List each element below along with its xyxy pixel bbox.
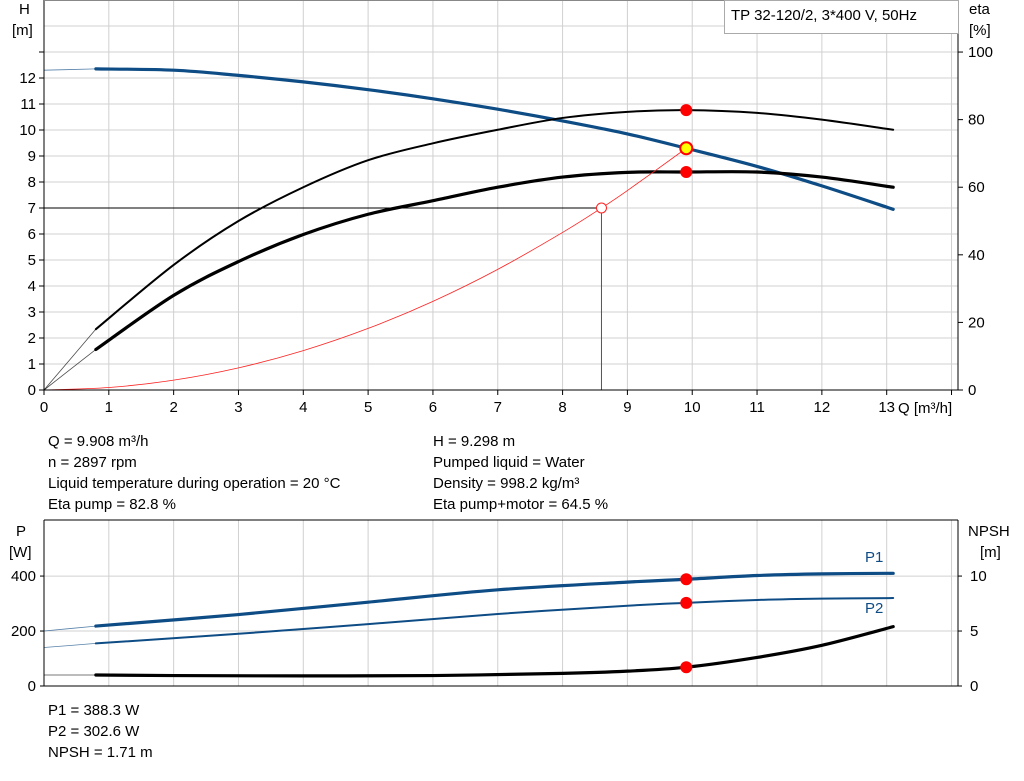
legend-title: TP 32-120/2, 3*400 V, 50Hz [731,7,917,24]
h-tick-label: 7 [28,200,36,217]
x-tick-label: 8 [558,399,566,416]
NPSH-curve [94,625,895,678]
p1-series-label: P1 [865,549,883,566]
H-extrapolated-line [43,68,96,71]
info-npsh: NPSH = 1.71 m [48,744,153,761]
h-axis-label: H [19,1,30,18]
x-tick-label: 4 [299,399,307,416]
P2-curve [94,597,895,645]
x-tick-label: 9 [623,399,631,416]
eta_pump-extrapolated-line [43,328,97,391]
eta-operating-point [680,166,693,179]
eta_pump_motor-curve [94,170,895,352]
p-axis-unit: [W] [9,544,32,561]
NPSH-operating-point [680,661,693,674]
eta_pump_motor-extrapolated-line [43,349,97,391]
p-axis-label: P [16,523,26,540]
npsh-tick-label: 5 [970,623,978,640]
legend-box [724,0,959,34]
eta-operating-point [680,104,693,117]
axes: 0 1 2 3 4 5 6 7 8 9 10 11 12 130123456789101112020406… [11,0,993,695]
h-tick-label: 3 [28,304,36,321]
h-tick-label: 0 [28,382,36,399]
x-tick-label: 1 [105,399,113,416]
info-flow: Q = 9.908 m³/h [48,433,149,450]
x-tick-label: 6 [429,399,437,416]
x-tick-label: 13 [878,399,895,416]
eta-tick-label: 40 [968,247,985,264]
h-tick-label: 11 [20,96,36,113]
h-tick-label: 12 [19,70,36,87]
h-tick-label: 1 [28,356,36,373]
info-head: H = 9.298 m [433,433,516,450]
info-density: Density = 998.2 kg/m³ [433,475,580,492]
h-tick-label: 6 [28,226,36,243]
h-tick-label: 4 [28,278,36,295]
h-tick-label: 10 [19,122,36,139]
npsh-tick-label: 0 [970,678,978,695]
h-tick-label: 2 [28,330,36,347]
p2-series-label: P2 [865,600,883,617]
duty-point-marker [679,141,694,156]
system_curve-curve [43,147,687,391]
x-tick-label: 10 [684,399,701,416]
h-tick-label: 9 [28,148,36,165]
eta-axis-unit: [%] [969,22,991,39]
curves [43,67,895,678]
info-liquid: Pumped liquid = Water [433,454,585,471]
operating-info-right: H = 9.298 m Pumped liquid = Water Densit… [433,431,608,515]
x-tick-label: 3 [234,399,242,416]
eta-tick-label: 100 [968,44,993,61]
info-p1: P1 = 388.3 W [48,702,140,719]
P1-extrapolated-line [43,625,96,632]
h-tick-label: 5 [28,252,36,269]
P1-curve [94,571,895,628]
eta-tick-label: 80 [968,112,985,129]
x-tick-label: 5 [364,399,372,416]
q-axis-label: Q [m³/h] [898,400,952,417]
info-eta-pump: Eta pump = 82.8 % [48,496,176,513]
x-tick-label: 0 [40,399,48,416]
power-info: P1 = 388.3 W P2 = 302.6 W NPSH = 1.71 m [48,700,153,763]
npsh-axis-unit: [m] [980,544,1001,561]
p-tick-label: 400 [11,568,36,585]
info-eta-pump-motor: Eta pump+motor = 64.5 % [433,496,609,513]
top-grid [44,0,958,390]
bottom-grid [44,520,958,686]
eta-tick-label: 60 [968,179,985,196]
P1-operating-point [680,573,693,586]
npsh-axis-label: NPSH [968,523,1010,540]
eta-tick-label: 0 [968,382,976,399]
info-speed: n = 2897 rpm [48,454,137,471]
P2-extrapolated-line [43,643,96,648]
eta-axis-label: eta [969,1,991,18]
H-curve [94,67,895,211]
npsh-tick-label: 10 [970,568,987,585]
x-tick-label: 12 [814,399,831,416]
x-tick-label: 11 [749,399,765,416]
P2-operating-point [680,596,693,609]
x-tick-label: 2 [169,399,177,416]
info-temperature: Liquid temperature during operation = 20… [48,475,341,492]
x-tick-label: 7 [494,399,502,416]
eta_pump-curve [94,109,895,331]
h-axis-unit: [m] [12,22,33,39]
h-tick-label: 8 [28,174,36,191]
reference-point-marker [595,202,607,214]
operating-info-left: Q = 9.908 m³/h n = 2897 rpm Liquid tempe… [48,431,340,515]
eta-tick-label: 20 [968,314,985,331]
p-tick-label: 0 [28,678,36,695]
p-tick-label: 200 [11,623,36,640]
info-p2: P2 = 302.6 W [48,723,140,740]
